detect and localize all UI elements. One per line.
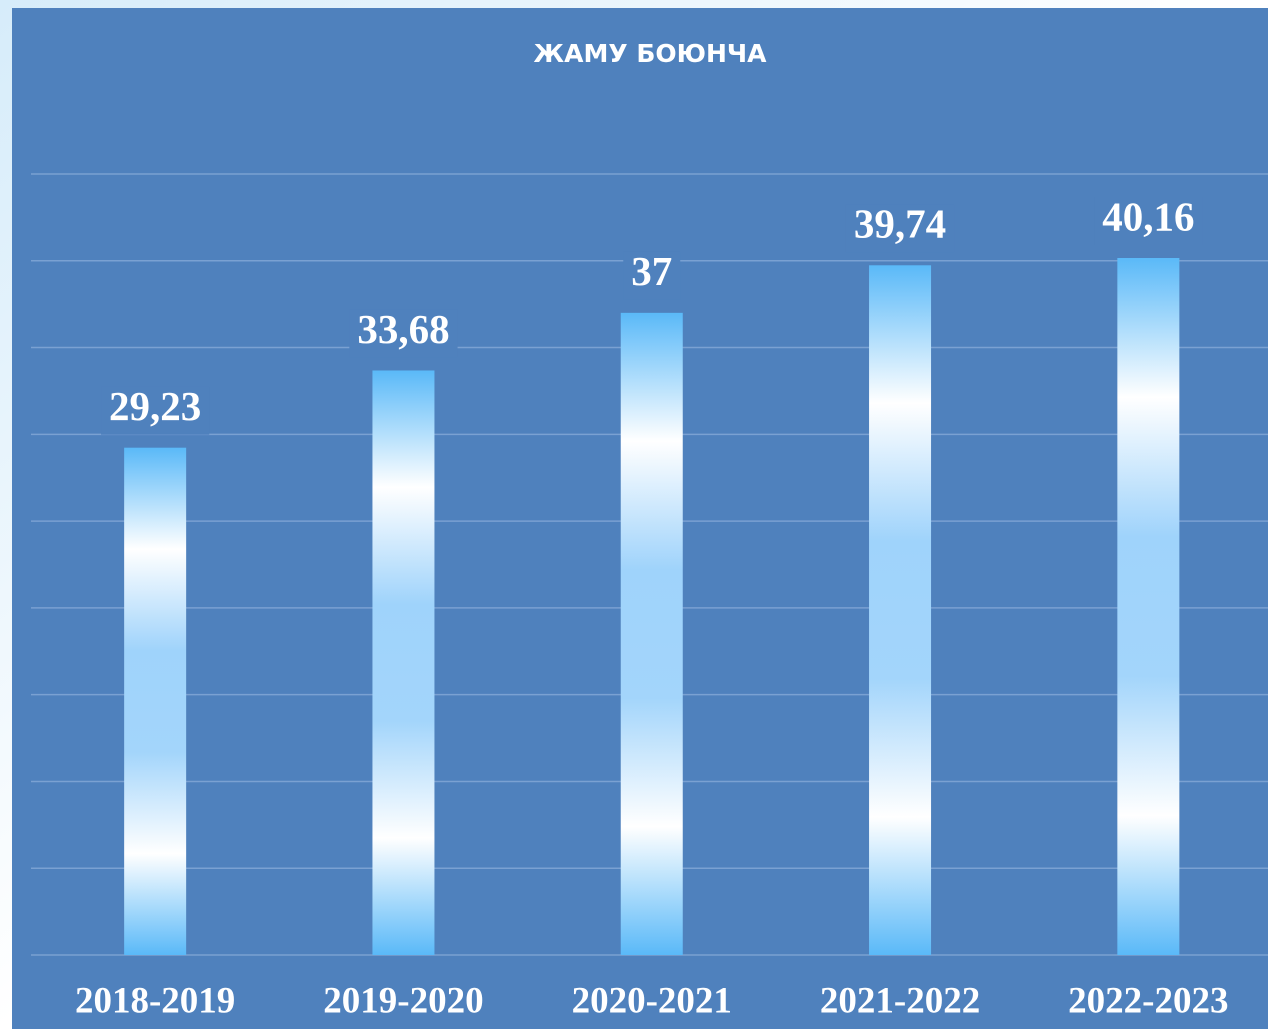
- data-label: 40,16: [1102, 193, 1194, 239]
- bar: [372, 370, 435, 956]
- bar: [869, 265, 932, 956]
- bar: [124, 447, 187, 955]
- x-tick-label: 2021-2022: [820, 980, 980, 1021]
- data-label: 29,23: [109, 383, 201, 429]
- bar: [1117, 258, 1180, 955]
- x-tick-label: 2020-2021: [572, 980, 732, 1021]
- chart-title: ЖАМУ БОЮНЧА: [534, 39, 768, 68]
- bar: [620, 312, 683, 955]
- x-tick-label: 2019-2020: [323, 980, 483, 1021]
- data-label: 37: [631, 248, 672, 294]
- data-label-background: [349, 309, 458, 358]
- x-tick-label: 2022-2023: [1068, 980, 1228, 1021]
- x-tick-label: 2018-2019: [75, 980, 235, 1021]
- data-label-background: [1094, 197, 1203, 245]
- data-label-background: [101, 386, 210, 435]
- data-label-background: [623, 251, 681, 300]
- data-label-background: [845, 204, 955, 253]
- data-label: 33,68: [357, 306, 449, 352]
- data-label: 39,74: [854, 201, 946, 247]
